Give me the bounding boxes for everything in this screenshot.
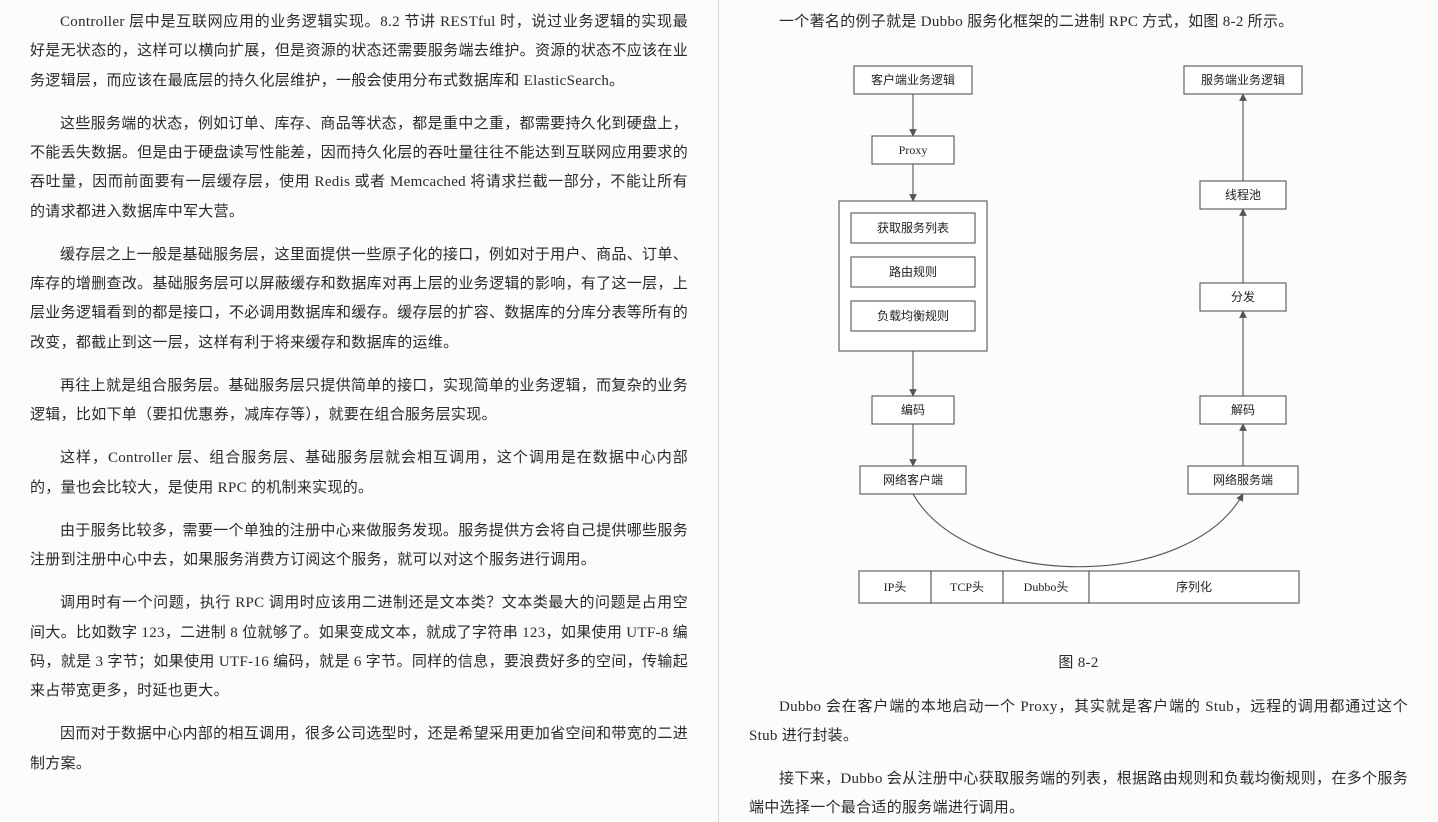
figure-8-2: 客户端业务逻辑 Proxy 获取服务列表路由规则负载均衡规则编码网络客户端 服务端业务… — [749, 51, 1408, 641]
para: 由于服务比较多，需要一个单独的注册中心来做服务发现。服务提供方会将自己提供哪些服… — [30, 517, 688, 576]
svg-text:IP头: IP头 — [883, 580, 906, 594]
svg-text:线程池: 线程池 — [1224, 187, 1260, 202]
figure-caption: 图 8-2 — [749, 649, 1408, 678]
page-left: Controller 层中是互联网应用的业务逻辑实现。8.2 节讲 RESTfu… — [0, 0, 719, 822]
para: Controller 层中是互联网应用的业务逻辑实现。8.2 节讲 RESTfu… — [30, 8, 688, 96]
svg-text:分发: 分发 — [1230, 289, 1254, 304]
svg-text:路由规则: 路由规则 — [888, 264, 936, 279]
svg-text:TCP头: TCP头 — [949, 580, 983, 594]
para: 调用时有一个问题，执行 RPC 调用时应该用二进制还是文本类？文本类最大的问题是… — [30, 589, 688, 706]
para: 因而对于数据中心内部的相互调用，很多公司选型时，还是希望采用更加省空间和带宽的二… — [30, 720, 688, 779]
para: Dubbo 会在客户端的本地启动一个 Proxy，其实就是客户端的 Stub，远… — [749, 693, 1408, 752]
para: 缓存层之上一般是基础服务层，这里面提供一些原子化的接口，例如对于用户、商品、订单… — [30, 241, 688, 358]
svg-text:Dubbo头: Dubbo头 — [1023, 580, 1068, 594]
svg-text:Proxy: Proxy — [898, 143, 927, 157]
para: 这些服务端的状态，例如订单、库存、商品等状态，都是重中之重，都需要持久化到硬盘上… — [30, 110, 688, 227]
svg-text:网络服务端: 网络服务端 — [1212, 472, 1272, 487]
para-intro: 一个著名的例子就是 Dubbo 服务化框架的二进制 RPC 方式，如图 8-2 … — [749, 8, 1408, 37]
svg-text:服务端业务逻辑: 服务端业务逻辑 — [1200, 72, 1284, 87]
svg-text:解码: 解码 — [1230, 403, 1254, 417]
svg-text:编码: 编码 — [900, 402, 924, 417]
svg-text:网络客户端: 网络客户端 — [882, 472, 942, 487]
svg-text:获取服务列表: 获取服务列表 — [876, 220, 948, 235]
para: 这样，Controller 层、组合服务层、基础服务层就会相互调用，这个调用是在… — [30, 444, 688, 503]
page-right: 一个著名的例子就是 Dubbo 服务化框架的二进制 RPC 方式，如图 8-2 … — [719, 0, 1438, 822]
para: 再往上就是组合服务层。基础服务层只提供简单的接口，实现简单的业务逻辑，而复杂的业… — [30, 372, 688, 431]
para: 接下来，Dubbo 会从注册中心获取服务端的列表，根据路由规则和负载均衡规则，在… — [749, 765, 1408, 822]
svg-text:负载均衡规则: 负载均衡规则 — [876, 308, 948, 323]
svg-text:序列化: 序列化 — [1175, 579, 1211, 594]
flowchart-svg: 客户端业务逻辑 Proxy 获取服务列表路由规则负载均衡规则编码网络客户端 服务端业务… — [759, 51, 1399, 641]
svg-text:客户端业务逻辑: 客户端业务逻辑 — [870, 72, 954, 87]
